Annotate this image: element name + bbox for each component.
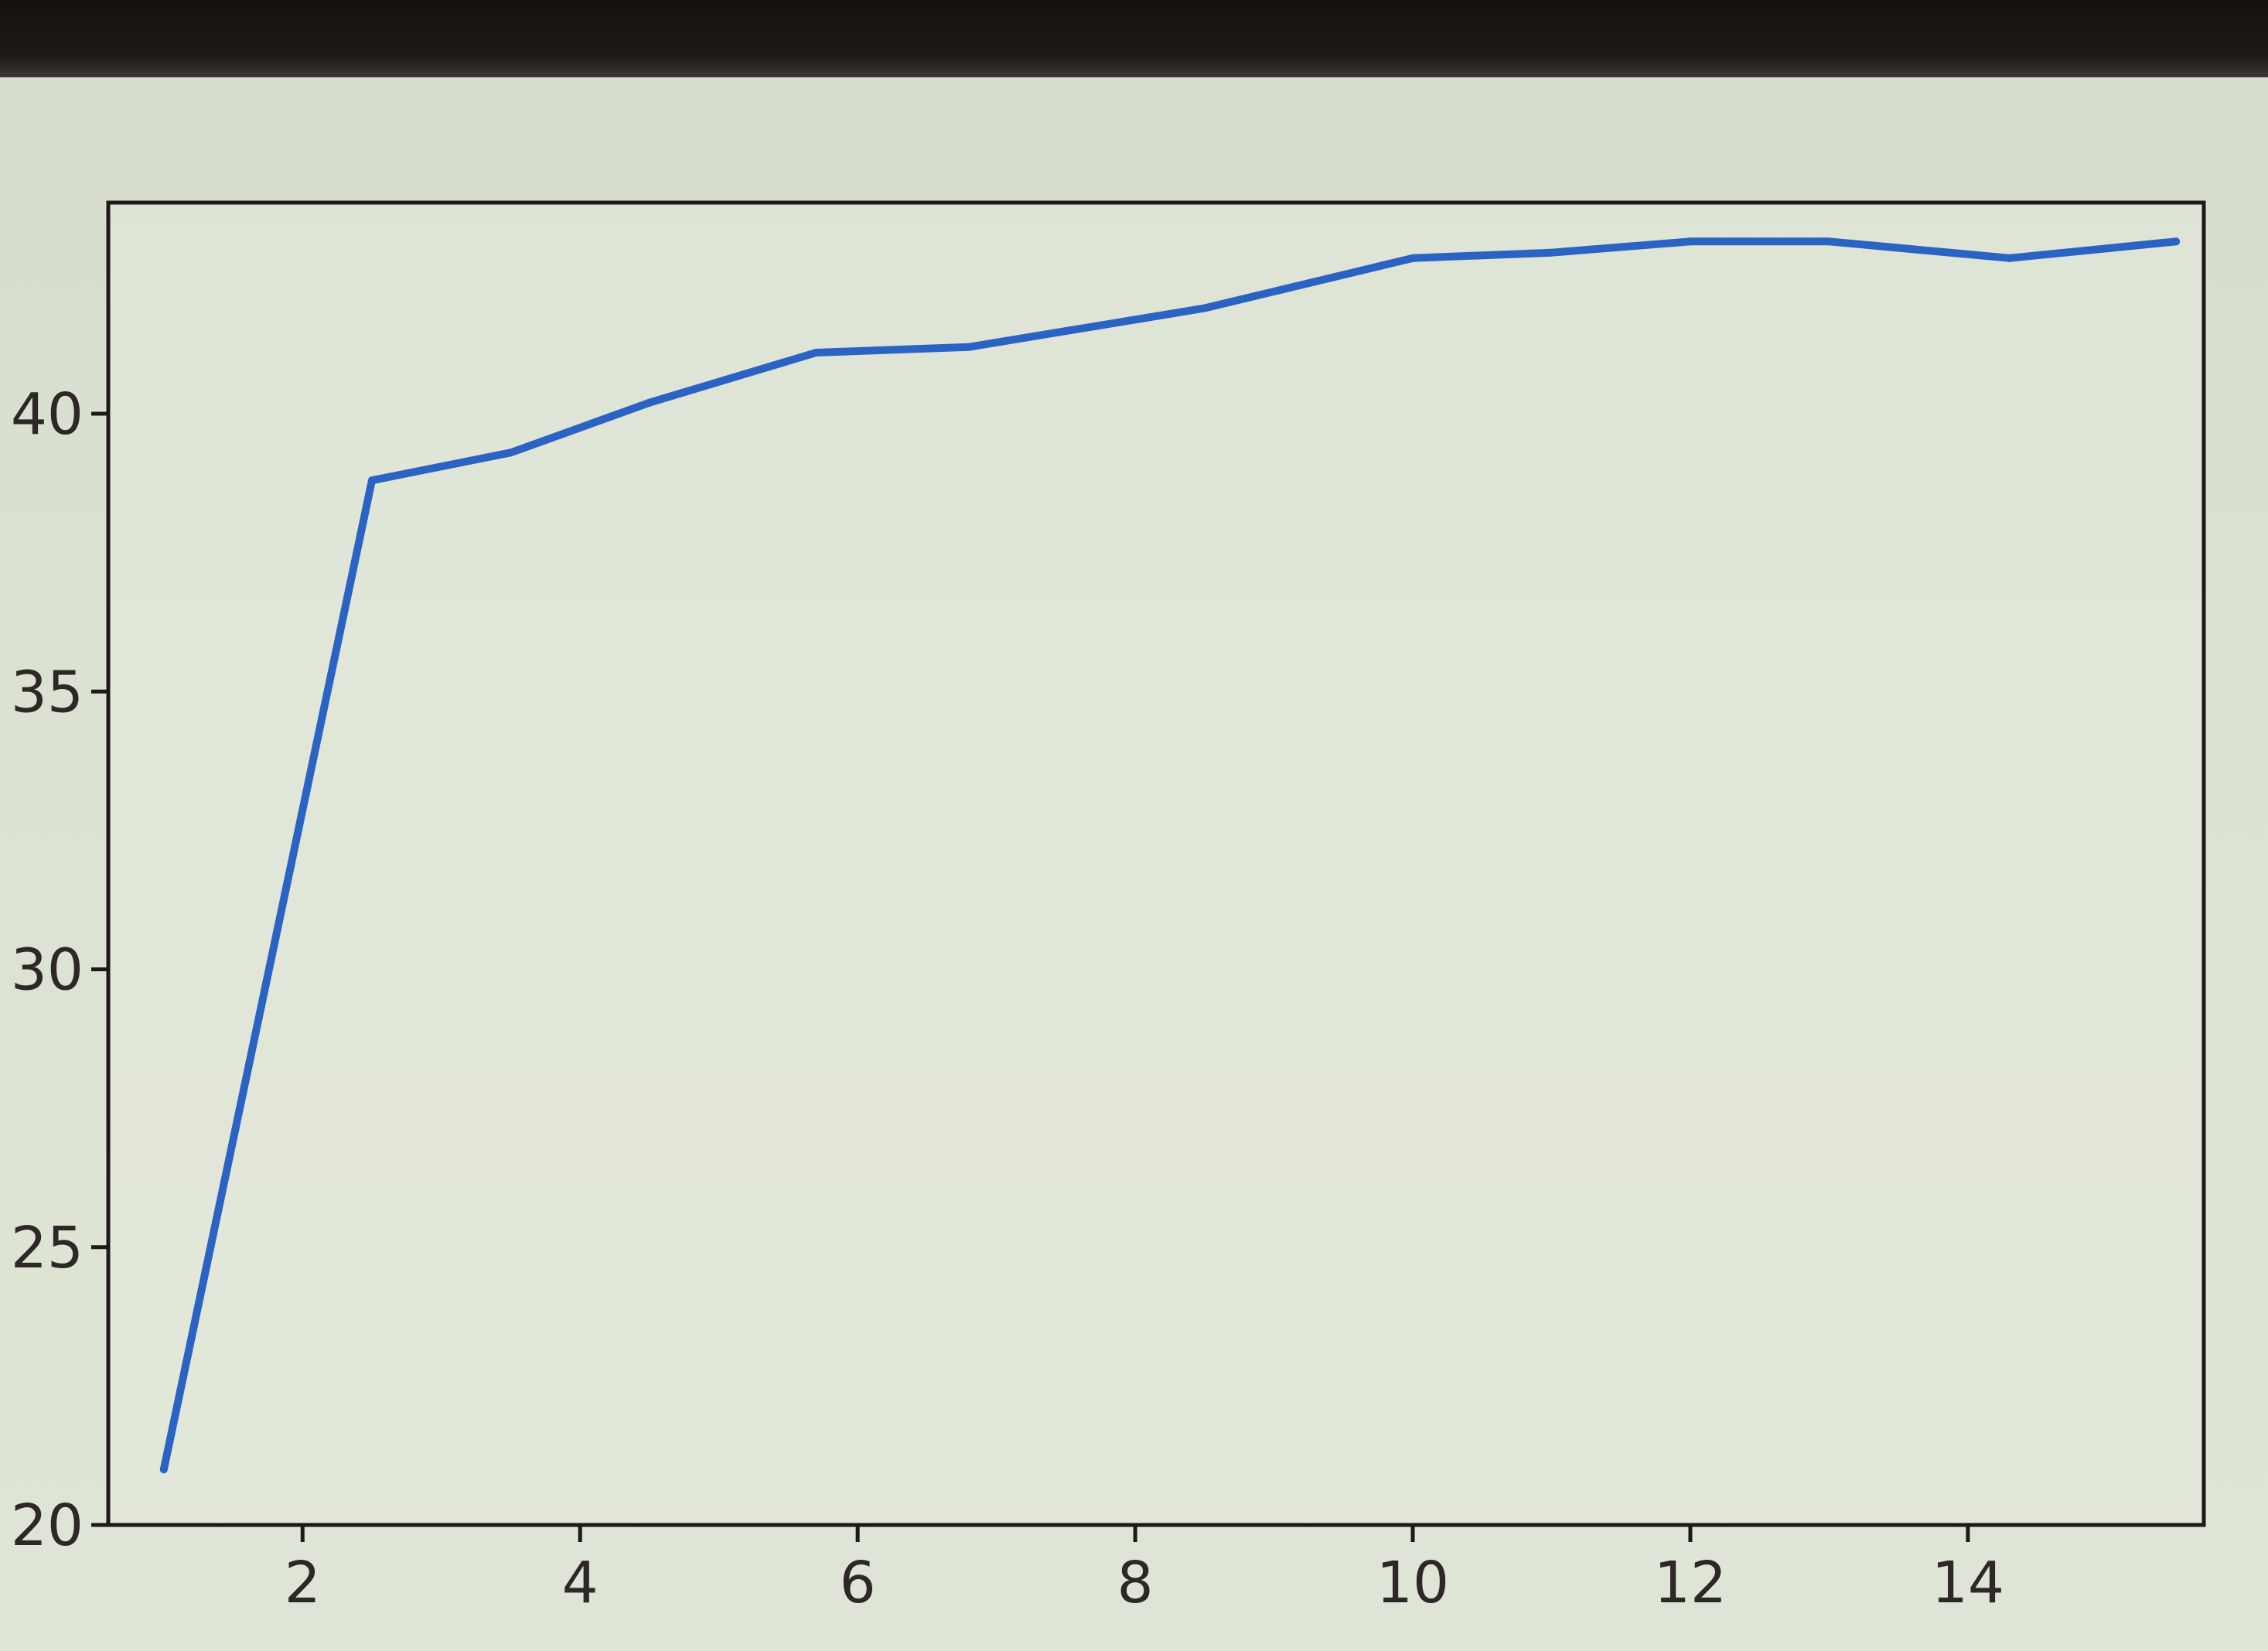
data-point [645, 398, 653, 407]
x-axis: 2 4 6 8 10 12 14 [285, 1525, 2004, 1616]
data-point [2172, 237, 2181, 246]
y-tick-label: 30 [11, 937, 84, 1004]
data-point [367, 476, 376, 485]
plot-frame [106, 200, 2206, 1527]
data-point [1686, 237, 1694, 246]
data-point [1547, 248, 1556, 257]
y-tick-label: 35 [11, 659, 84, 725]
data-point [1200, 304, 1209, 312]
series-layer [159, 237, 2181, 1474]
plot-area [108, 203, 2204, 1525]
y-tick-label: 20 [11, 1492, 84, 1559]
data-point [506, 449, 515, 457]
x-tick-label: 2 [285, 1550, 321, 1616]
x-tick-label: 14 [1932, 1550, 2004, 1616]
photo-dark-top-band [0, 0, 2268, 77]
y-tick-label: 40 [11, 381, 84, 448]
x-tick-label: 8 [1117, 1550, 1154, 1616]
x-tick-label: 10 [1376, 1550, 1449, 1616]
data-point [812, 348, 820, 356]
x-tick-label: 4 [562, 1550, 599, 1616]
data-point [1825, 237, 1833, 246]
data-point [2005, 254, 2014, 262]
y-tick-label: 25 [11, 1215, 84, 1281]
x-tick-label: 6 [840, 1550, 876, 1616]
data-point [1409, 254, 1417, 262]
y-axis: 20 25 30 35 40 [11, 381, 108, 1559]
data-point [964, 343, 973, 351]
x-tick-label: 12 [1654, 1550, 1727, 1616]
data-point [159, 1465, 168, 1474]
